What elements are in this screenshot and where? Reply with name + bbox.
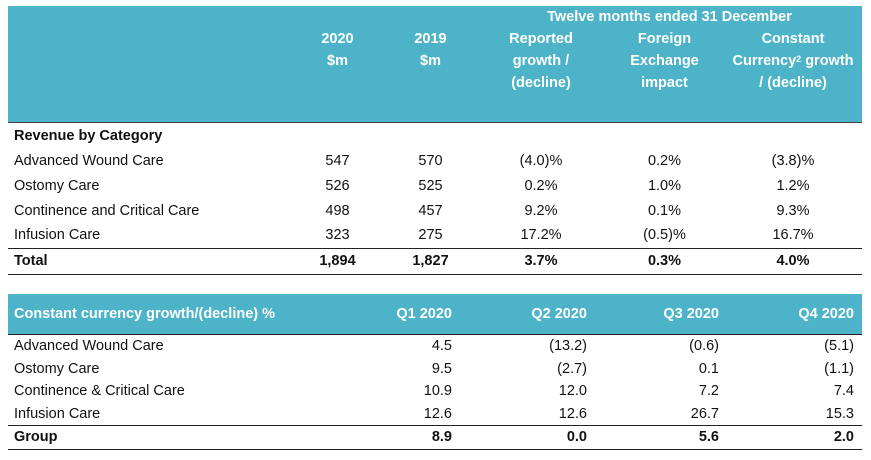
table-row: Advanced Wound Care 547 570 (4.0)% 0.2% … <box>14 153 815 169</box>
table-row: Ostomy Care 526 525 0.2% 1.0% 1.2% <box>14 177 810 194</box>
col-header-2019: 2019 $m <box>384 28 477 123</box>
section-label: Revenue by Category <box>8 122 291 149</box>
header-blank <box>8 6 477 28</box>
col-header-reported-growth: Reported growth / (decline) <box>477 28 605 123</box>
table-row: Continence & Critical Care 10.9 12.0 7.2… <box>14 383 854 400</box>
col-header-constant-currency: Constant Currency2 growth / (decline) <box>724 28 863 123</box>
col-header-fx-impact: Foreign Exchange impact <box>605 28 724 123</box>
table-row: Infusion Care 12.6 12.6 26.7 15.3 <box>14 405 854 422</box>
quarterly-table-title: Constant currency growth/(decline) % <box>8 294 324 335</box>
revenue-by-category-table: Twelve months ended 31 December 2020 $m … <box>8 6 863 276</box>
col-header-q4: Q4 2020 <box>727 294 862 335</box>
total-row: Total 1,894 1,827 3.7% 0.3% 4.0% <box>8 248 863 276</box>
header-blank-label <box>8 28 291 123</box>
table-row: Infusion Care 323 275 17.2% (0.5)% 16.7% <box>14 227 814 244</box>
quarterly-growth-table: Constant currency growth/(decline) % Q1 … <box>8 294 862 450</box>
group-total-row: Group 8.9 0.0 5.6 2.0 <box>8 425 862 450</box>
col-header-q1: Q1 2020 <box>324 294 460 335</box>
table-row: Ostomy Care 9.5 (2.7) 0.1 (1.1) <box>14 360 854 377</box>
col-header-q3: Q3 2020 <box>595 294 727 335</box>
col-header-2020: 2020 $m <box>291 28 384 123</box>
table-row: Continence and Critical Care 498 457 9.2… <box>14 202 810 219</box>
table-row: Advanced Wound Care 4.5 (13.2) (0.6) (5.… <box>8 333 862 358</box>
footnote-marker: 2 <box>796 54 802 64</box>
col-header-q2: Q2 2020 <box>460 294 595 335</box>
period-super-header: Twelve months ended 31 December <box>477 6 863 28</box>
